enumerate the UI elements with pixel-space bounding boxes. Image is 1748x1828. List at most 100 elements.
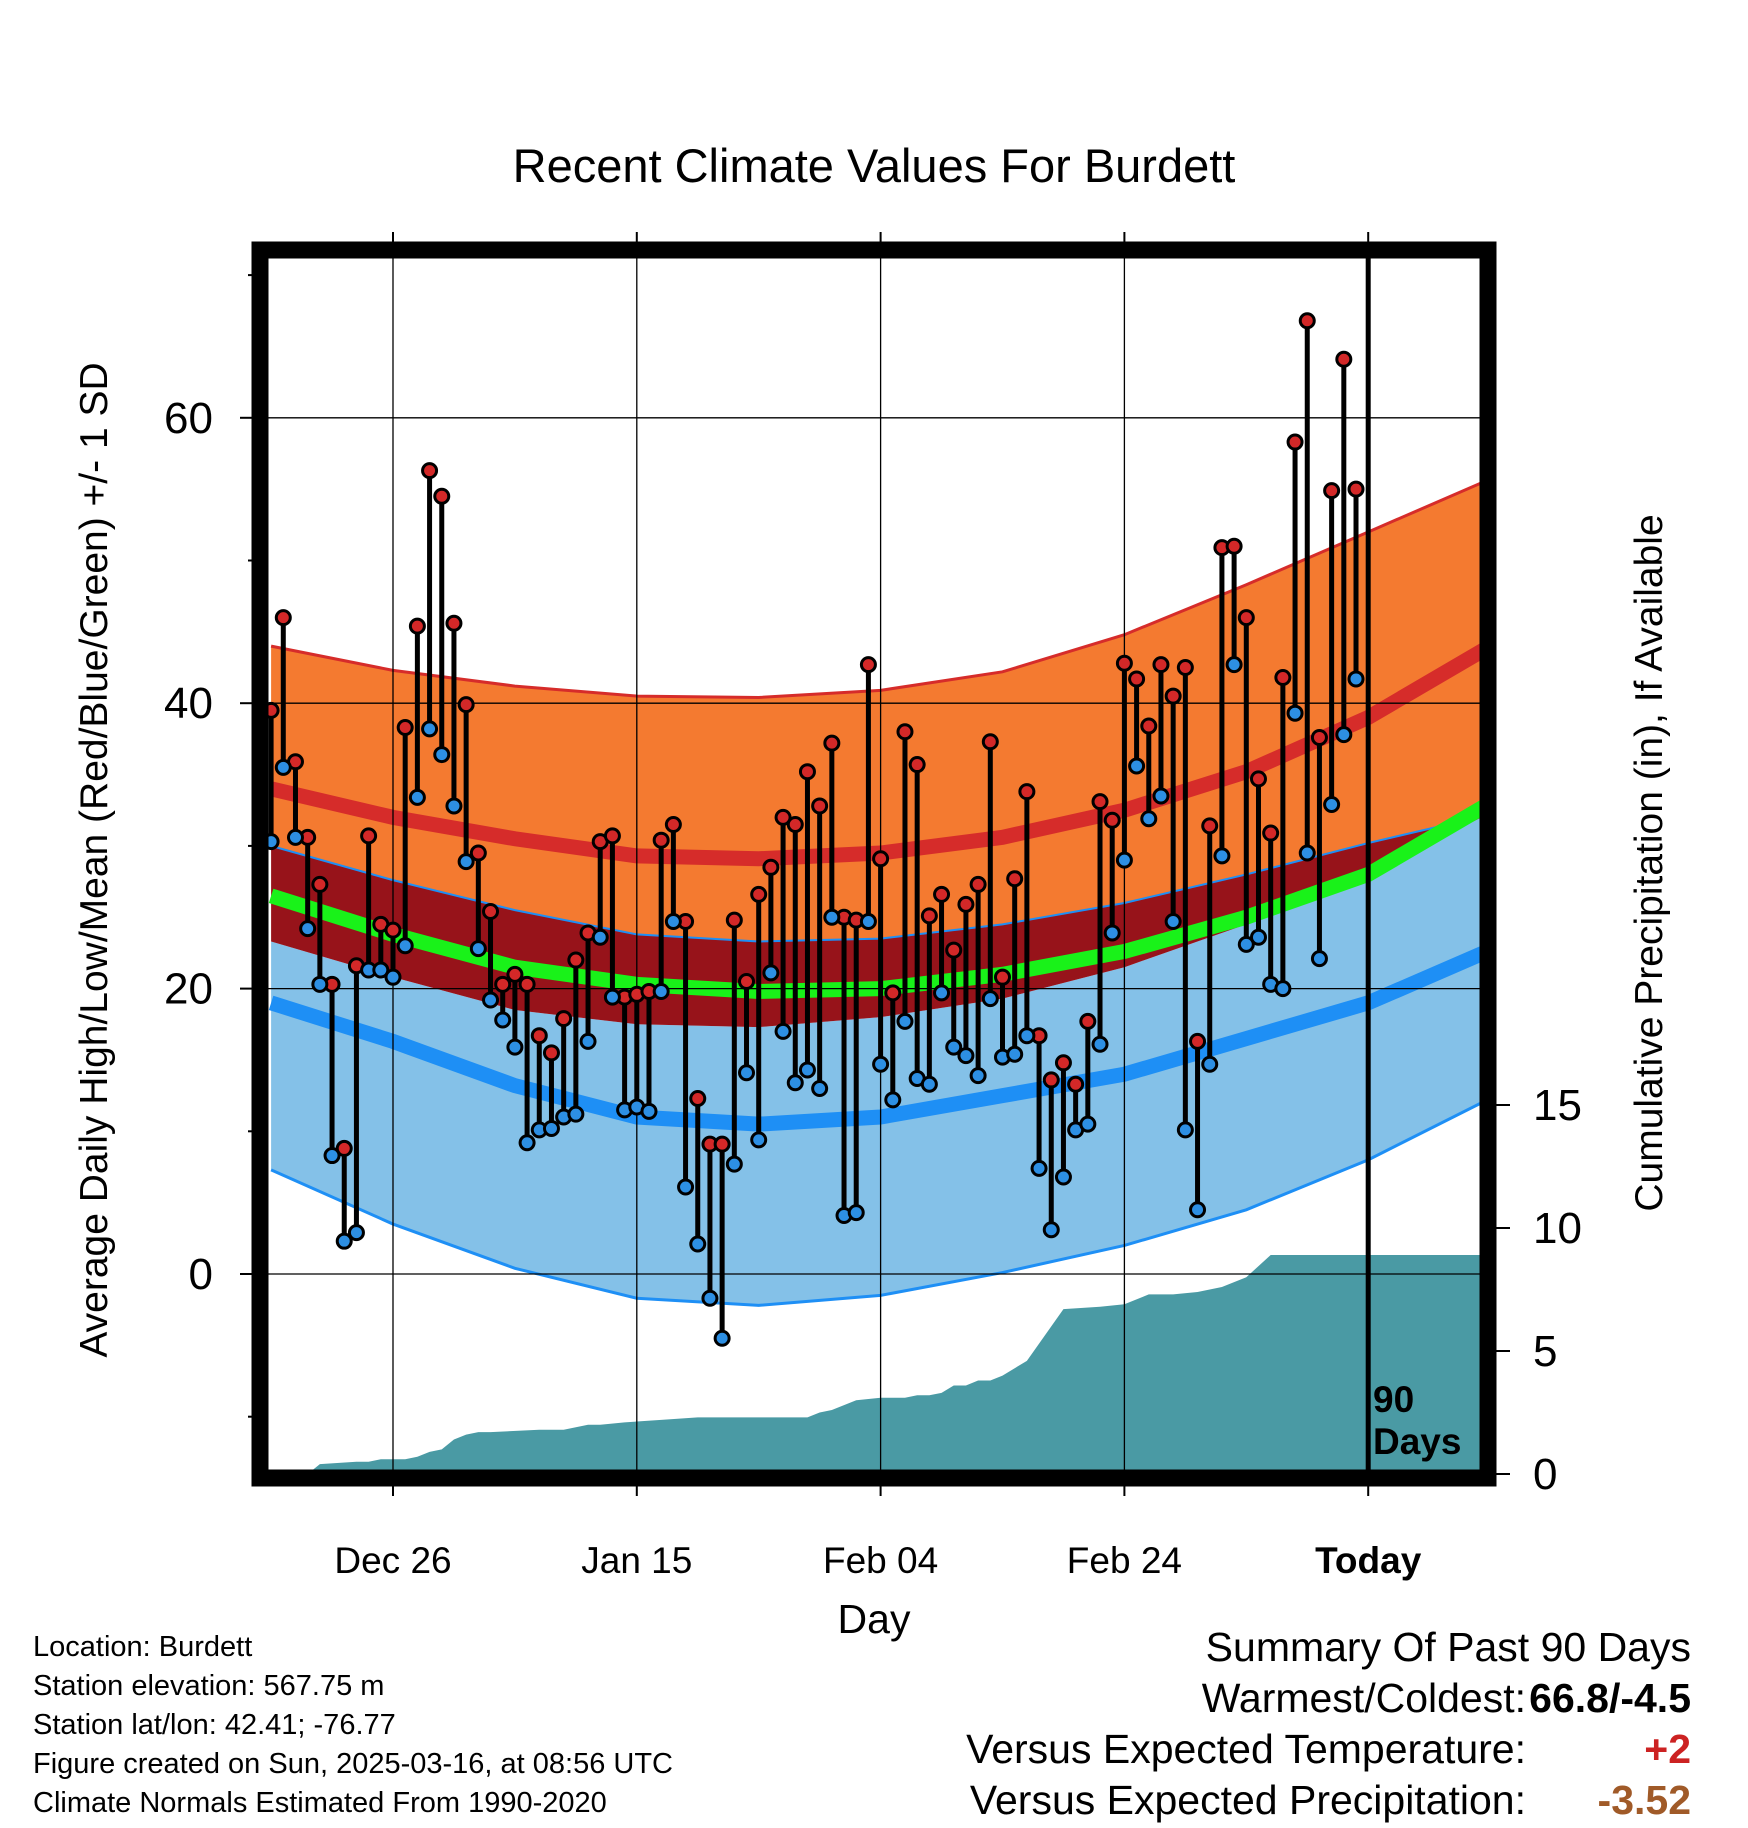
low-point	[933, 984, 951, 1002]
high-point	[981, 733, 999, 751]
low-point	[969, 1067, 987, 1085]
x-tick-label: Feb 24	[1067, 1540, 1182, 1581]
high-point	[603, 827, 621, 845]
high-point	[518, 975, 536, 993]
low-point	[299, 920, 317, 938]
high-point	[1323, 482, 1341, 500]
high-point	[1103, 811, 1121, 829]
low-point	[945, 1038, 963, 1056]
x-axis-label: Day	[838, 1596, 911, 1642]
high-point	[1079, 1012, 1097, 1030]
y-tick-label: 60	[164, 394, 213, 443]
days-annotation-line: Days	[1373, 1421, 1461, 1462]
low-point	[652, 982, 670, 1000]
low-point	[1030, 1159, 1048, 1177]
y-tick-label: 40	[164, 679, 213, 728]
summary-panel: Summary Of Past 90 Days Warmest/Coldest:…	[966, 1622, 1691, 1826]
low-point	[847, 1204, 865, 1222]
y2-tick-label: 15	[1533, 1081, 1582, 1130]
high-point	[335, 1139, 353, 1157]
y-axis-label: Average Daily High/Low/Mean (Red/Blue/Gr…	[73, 362, 116, 1357]
low-point	[469, 940, 487, 958]
y2-tick-label: 5	[1533, 1327, 1557, 1376]
high-point	[494, 975, 512, 993]
high-point	[1310, 728, 1328, 746]
high-point	[1164, 687, 1182, 705]
high-point	[457, 696, 475, 714]
high-point	[823, 734, 841, 752]
low-point	[725, 1155, 743, 1173]
high-point	[1249, 770, 1267, 788]
station-info: Location: Burdett Station elevation: 567…	[33, 1628, 673, 1823]
y-tick-label: 0	[189, 1250, 213, 1299]
high-point	[725, 911, 743, 929]
low-point	[1286, 704, 1304, 722]
low-point	[1323, 796, 1341, 814]
low-point	[603, 988, 621, 1006]
low-point	[421, 720, 439, 738]
warmest-coldest-label: Warmest/Coldest:	[1201, 1675, 1526, 1721]
chart-title: Recent Climate Values For Burdett	[513, 139, 1236, 192]
low-point	[335, 1232, 353, 1250]
low-point	[884, 1091, 902, 1109]
high-point	[1067, 1075, 1085, 1093]
low-point	[323, 1147, 341, 1165]
high-point	[1018, 783, 1036, 801]
high-point	[1176, 659, 1194, 677]
high-point	[811, 797, 829, 815]
low-point	[798, 1061, 816, 1079]
low-point	[518, 1134, 536, 1152]
low-point	[1140, 810, 1158, 828]
precipitation-area	[312, 1255, 1480, 1470]
low-point	[542, 1119, 560, 1137]
low-point	[457, 853, 475, 871]
low-point	[1152, 787, 1170, 805]
low-point	[689, 1235, 707, 1253]
low-point	[1091, 1035, 1109, 1053]
low-point	[957, 1047, 975, 1065]
x-tick-label: Dec 26	[334, 1540, 451, 1581]
elevation-text: Station elevation: 567.75 m	[33, 1670, 385, 1702]
high-point	[384, 921, 402, 939]
summary-heading: Summary Of Past 90 Days	[1205, 1624, 1691, 1670]
y-tick-label: 20	[164, 965, 213, 1014]
high-point	[762, 858, 780, 876]
high-point	[1286, 433, 1304, 451]
high-point	[1189, 1032, 1207, 1050]
low-point	[445, 797, 463, 815]
x-tick-label: Jan 15	[581, 1540, 692, 1581]
high-point	[1128, 670, 1146, 688]
expected-temperature-value: +2	[1644, 1726, 1691, 1772]
created-text: Figure created on Sun, 2025-03-16, at 08…	[33, 1748, 673, 1780]
high-point	[1006, 870, 1024, 888]
low-point	[591, 928, 609, 946]
high-point	[798, 763, 816, 781]
low-point	[408, 788, 426, 806]
low-point	[762, 964, 780, 982]
high-point	[994, 968, 1011, 986]
high-point	[360, 827, 378, 845]
low-point	[1189, 1201, 1207, 1219]
y2-tick-label: 0	[1533, 1450, 1557, 1499]
y2-tick-label: 10	[1533, 1204, 1582, 1253]
high-point	[396, 718, 414, 736]
high-point	[713, 1135, 731, 1153]
high-point	[421, 462, 439, 480]
low-point	[433, 746, 451, 764]
low-point	[896, 1012, 914, 1030]
high-point	[542, 1044, 560, 1062]
low-point	[1176, 1121, 1194, 1139]
low-point	[1054, 1168, 1072, 1186]
low-point	[738, 1064, 756, 1082]
expected-temperature-label: Versus Expected Temperature:	[966, 1726, 1526, 1772]
low-point	[1201, 1055, 1219, 1073]
low-point	[1298, 844, 1316, 862]
y2-axis-label: Cumulative Precipitation (in), If Availa…	[1628, 514, 1671, 1211]
high-point	[1298, 312, 1316, 330]
low-point	[1128, 757, 1146, 775]
low-point	[664, 913, 682, 931]
x-tick-label: Today	[1315, 1540, 1422, 1581]
low-point	[1310, 950, 1328, 968]
days-annotation: 90 Days	[1373, 1379, 1461, 1462]
high-point	[1262, 824, 1280, 842]
